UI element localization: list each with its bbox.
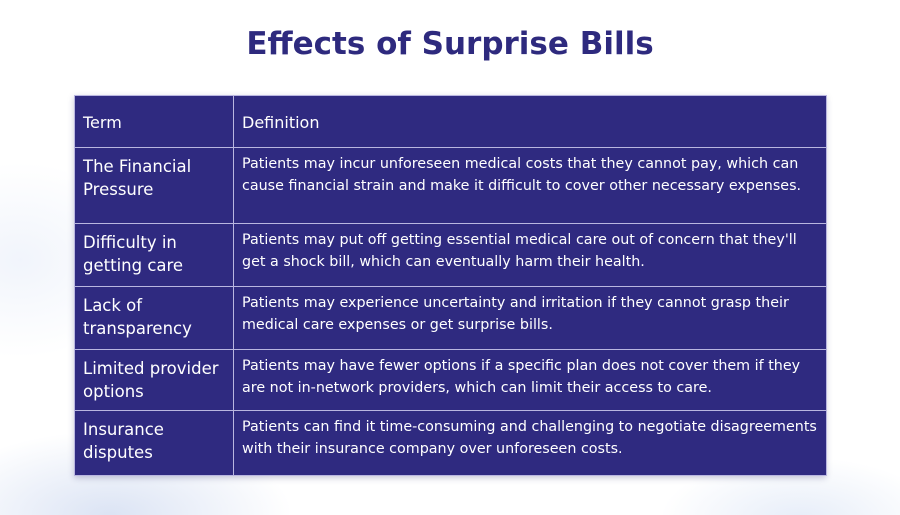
effects-table-container: Term Definition The Financial Pressure P… — [74, 95, 827, 476]
column-header-definition: Definition — [233, 95, 827, 148]
term-cell: Difficulty in getting care — [74, 223, 234, 287]
term-cell: Limited provider options — [74, 349, 234, 411]
page-title: Effects of Surprise Bills — [246, 26, 654, 62]
table-row: Insurance disputes Patients can find it … — [74, 410, 827, 476]
definition-cell: Patients may have fewer options if a spe… — [233, 349, 827, 411]
term-cell: Lack of transparency — [74, 286, 234, 350]
definition-cell: Patients can find it time-consuming and … — [233, 410, 827, 476]
table-row: Limited provider options Patients may ha… — [74, 349, 827, 411]
table-row: The Financial Pressure Patients may incu… — [74, 147, 827, 224]
table-header-row: Term Definition — [74, 95, 827, 148]
effects-table: Term Definition The Financial Pressure P… — [74, 95, 827, 476]
definition-cell: Patients may put off getting essential m… — [233, 223, 827, 287]
definition-cell: Patients may incur unforeseen medical co… — [233, 147, 827, 224]
column-header-term: Term — [74, 95, 234, 148]
term-cell: The Financial Pressure — [74, 147, 234, 224]
table-row: Lack of transparency Patients may experi… — [74, 286, 827, 350]
term-cell: Insurance disputes — [74, 410, 234, 476]
definition-cell: Patients may experience uncertainty and … — [233, 286, 827, 350]
table-row: Difficulty in getting care Patients may … — [74, 223, 827, 287]
